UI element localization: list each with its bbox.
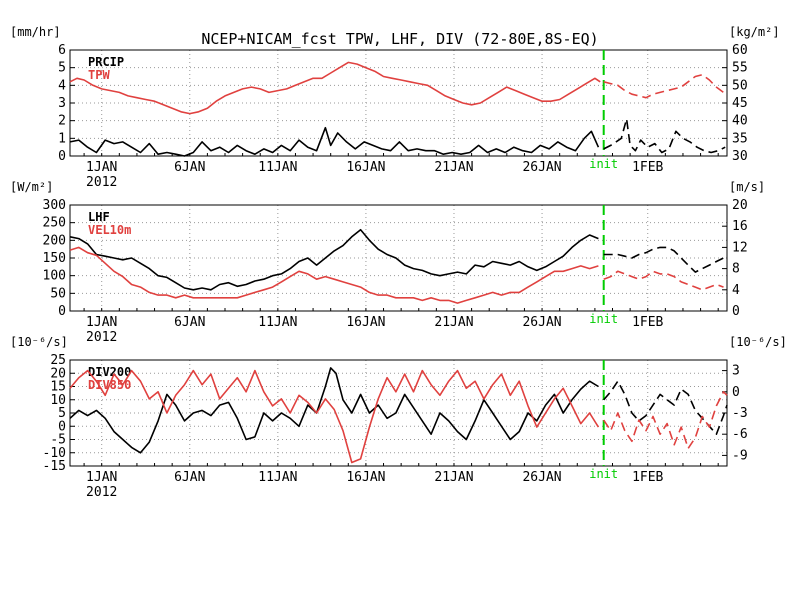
x-tick-label: 11JAN <box>258 160 297 175</box>
left-tick-label: -5 <box>50 433 66 448</box>
x-tick-label: 21JAN <box>434 315 473 330</box>
x-tick-label: 6JAN <box>174 160 205 175</box>
right-tick-label: -3 <box>732 406 748 421</box>
x-tick-label: 1FEB <box>632 470 663 485</box>
prcip-analysis-line <box>69 126 600 157</box>
left-unit-label: [10⁻⁶/s] <box>10 335 68 349</box>
x-tick-label: 1JAN <box>86 160 117 175</box>
x-tick-label: 26JAN <box>522 315 561 330</box>
left-tick-label: 20 <box>50 366 66 381</box>
lhf-analysis-line <box>69 228 599 291</box>
x-tick-label: 1JAN <box>86 315 117 330</box>
left-tick-label: -10 <box>43 446 66 461</box>
right-unit-label: [10⁻⁶/s] <box>729 335 787 349</box>
chart-title: NCEP+NICAM_fcst TPW, LHF, DIV (72-80E,8S… <box>201 30 598 48</box>
left-tick-label: 2 <box>58 114 66 129</box>
left-tick-label: 250 <box>43 216 66 231</box>
left-tick-label: 1 <box>58 131 66 146</box>
x-tick-sublabel: 2012 <box>86 485 117 500</box>
left-unit-label: [W/m²] <box>10 180 53 194</box>
x-tick-sublabel: 2012 <box>86 175 117 190</box>
right-tick-label: 4 <box>732 283 740 298</box>
vel10m-analysis-line <box>69 246 599 304</box>
left-tick-label: 15 <box>50 380 66 395</box>
init-label: init <box>589 157 618 171</box>
x-tick-label: 1FEB <box>632 315 663 330</box>
div200-analysis-line <box>69 367 599 454</box>
x-tick-label: 11JAN <box>258 315 297 330</box>
x-tick-label: 26JAN <box>522 160 561 175</box>
x-tick-label: 1FEB <box>632 160 663 175</box>
right-tick-label: 12 <box>732 240 748 255</box>
right-tick-label: -6 <box>732 427 748 442</box>
legend-div200: DIV200 <box>88 365 131 379</box>
left-tick-label: 0 <box>58 149 66 164</box>
x-tick-label: 16JAN <box>346 470 385 485</box>
left-tick-label: 5 <box>58 61 66 76</box>
legend-prcip: PRCIP <box>88 55 124 69</box>
left-tick-label: 25 <box>50 353 66 368</box>
div850-analysis-line <box>69 369 600 464</box>
panel-2: 0 50 100 150 200 250 300 0 4 8 12 16 20 [W/m²] [m/s] 1J… <box>10 180 765 345</box>
left-tick-label: 300 <box>43 198 66 213</box>
x-tick-label: 6JAN <box>174 470 205 485</box>
x-tick-label: 21JAN <box>434 470 473 485</box>
vel10m-forecast-line <box>603 270 724 291</box>
left-tick-label: 0 <box>58 419 66 434</box>
right-tick-label: 0 <box>732 385 740 400</box>
right-tick-label: 40 <box>732 114 748 129</box>
right-unit-label: [m/s] <box>729 180 765 194</box>
right-unit-label: [kg/m²] <box>729 25 780 39</box>
init-label: init <box>589 467 618 481</box>
right-tick-label: 35 <box>732 131 748 146</box>
right-tick-label: 20 <box>732 198 748 213</box>
x-tick-label: 26JAN <box>522 470 561 485</box>
x-tick-label: 11JAN <box>258 470 297 485</box>
left-unit-label: [mm/hr] <box>10 25 61 39</box>
lhf-forecast-line <box>603 246 724 273</box>
legend-tpw: TPW <box>88 68 110 82</box>
right-tick-label: 3 <box>732 364 740 379</box>
legend-vel10m: VEL10m <box>88 223 131 237</box>
left-tick-label: 200 <box>43 233 66 248</box>
x-tick-label: 16JAN <box>346 160 385 175</box>
right-tick-label: 0 <box>732 304 740 319</box>
left-tick-label: 50 <box>50 286 66 301</box>
right-tick-label: 50 <box>732 78 748 93</box>
right-tick-label: -9 <box>732 448 748 463</box>
right-tick-label: 16 <box>732 219 748 234</box>
right-tick-label: 8 <box>732 262 740 277</box>
x-tick-label: 6JAN <box>174 315 205 330</box>
right-tick-label: 45 <box>732 96 748 111</box>
left-tick-label: 5 <box>58 406 66 421</box>
x-tick-label: 21JAN <box>434 160 473 175</box>
tpw-forecast-line <box>603 73 728 99</box>
left-tick-label: 6 <box>58 43 66 58</box>
x-tick-sublabel: 2012 <box>86 330 117 345</box>
right-tick-label: 55 <box>732 61 748 76</box>
legend-div850: DIV850 <box>88 378 131 392</box>
left-tick-label: -15 <box>43 459 66 474</box>
left-tick-label: 4 <box>58 78 66 93</box>
prcip-forecast-line <box>603 118 726 154</box>
right-tick-label: 60 <box>732 43 748 58</box>
legend-lhf: LHF <box>88 210 110 224</box>
left-tick-label: 3 <box>58 96 66 111</box>
right-tick-label: 30 <box>732 149 748 164</box>
tpw-analysis-line <box>69 61 601 115</box>
left-tick-label: 10 <box>50 393 66 408</box>
left-tick-label: 150 <box>43 251 66 266</box>
div850-forecast-line <box>603 390 728 450</box>
init-label: init <box>589 312 618 326</box>
x-tick-label: 1JAN <box>86 470 117 485</box>
left-tick-label: 0 <box>58 304 66 319</box>
x-tick-label: 16JAN <box>346 315 385 330</box>
left-tick-label: 100 <box>43 269 66 284</box>
